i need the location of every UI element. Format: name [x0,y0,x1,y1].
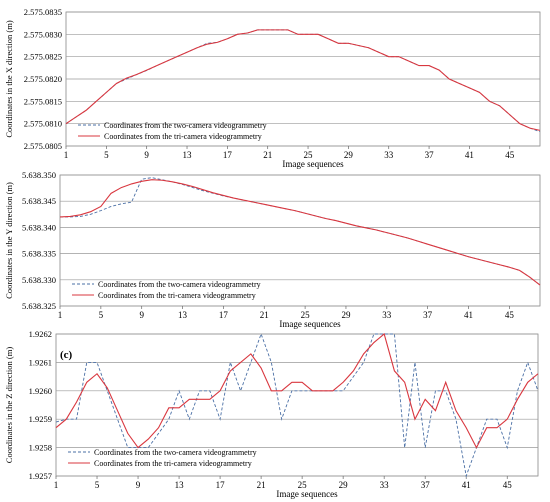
x-tick-label: 1 [58,310,63,320]
x-tick-label: 41 [464,310,473,320]
y-tick-label: 1.9258 [29,443,52,453]
x-tick-label: 45 [505,150,515,160]
panel-label: (c) [60,349,73,361]
x-tick-label: 29 [341,310,351,320]
y-tick-label: 5.638.330 [22,275,56,285]
x-tick-label: 21 [263,150,272,160]
x-tick-label: 45 [503,480,513,490]
y-tick-label: 5.638.325 [22,301,56,311]
y-axis-label: Coordinates in the Y direction (m) [4,182,14,299]
x-axis-label: Image sequences [276,489,338,499]
x-tick-label: 25 [304,150,314,160]
legend-label: Coordinates from the two-camera videogra… [104,121,267,130]
y-tick-label: 1.9260 [29,386,52,396]
x-tick-label: 9 [144,150,149,160]
x-tick-label: 1 [54,480,59,490]
y-tick-label: 2.575.0825 [24,52,62,62]
x-axis-label: Image sequences [282,159,344,169]
series-line-tri-camera [59,179,541,286]
y-tick-label: 2.575.0835 [24,7,62,17]
x-tick-label: 33 [380,480,390,490]
chart-panel-2: 5.638.325 5.638.330 5.638.335 5.638.340 5.63… [4,170,541,329]
x-axis-label: Image sequences [279,319,341,329]
x-tick-label: 37 [423,310,433,320]
x-tick-label: 37 [425,150,435,160]
legend-label: Coordinates from the tri-camera videogra… [94,459,252,468]
x-tick-label: 29 [344,150,354,160]
x-tick-label: 9 [136,480,141,490]
series-line-two-camera [65,29,541,133]
y-axis-label: Coordinates in the X direction (m) [4,20,14,137]
x-tick-label: 5 [95,480,100,490]
series-line-tri-camera [65,29,541,131]
y-tick-label: 5.638.340 [22,222,56,232]
x-tick-label: 41 [465,150,474,160]
x-tick-label: 21 [257,480,266,490]
y-tick-label: 1.9261 [29,357,52,367]
x-tick-label: 21 [260,310,269,320]
y-axis-label: Coordinates in the Z direction (m) [4,347,14,464]
y-tick-label: 5.638.345 [22,196,56,206]
y-tick-label: 2.575.0820 [24,74,62,84]
x-tick-label: 5 [104,150,109,160]
x-tick-label: 33 [384,150,394,160]
y-tick-label: 2.575.0810 [24,119,62,129]
x-tick-label: 45 [505,310,515,320]
x-tick-label: 1 [64,150,69,160]
chart-panel-1: 2.575.0805 2.575.0810 2.575.0815 2.575.0820… [4,7,541,169]
y-tick-label: 1.9257 [29,471,52,481]
series-line-two-camera [55,332,539,478]
x-tick-label: 9 [139,310,144,320]
legend-label: Coordinates from the tri-camera videogra… [98,291,256,300]
chart-panel-3: 1.9257 1.9258 1.9259 1.9260 1.9261 1.9262 1 5 9 1… [4,329,539,499]
legend-label: Coordinates from the tri-camera videogra… [104,132,262,141]
x-tick-label: 17 [223,150,233,160]
legend-label: Coordinates from the two-camera videogra… [94,448,257,457]
y-tick-label: 2.575.0815 [24,96,62,106]
x-tick-label: 25 [298,480,308,490]
y-tick-label: 5.638.335 [22,249,56,259]
x-tick-label: 13 [183,150,193,160]
y-tick-label: 1.9259 [29,414,52,424]
x-tick-label: 33 [382,310,392,320]
x-tick-label: 5 [99,310,104,320]
x-tick-label: 41 [462,480,471,490]
series-line-tri-camera [55,333,539,449]
y-tick-label: 2.575.0805 [24,141,62,151]
series-line-two-camera [60,177,541,286]
x-tick-label: 25 [301,310,311,320]
x-tick-label: 17 [219,310,229,320]
x-tick-label: 37 [421,480,431,490]
x-tick-label: 13 [175,480,185,490]
x-tick-label: 17 [216,480,226,490]
y-tick-label: 5.638.350 [22,170,56,180]
y-tick-label: 2.575.0830 [24,29,62,39]
x-tick-label: 29 [339,480,349,490]
x-tick-label: 13 [178,310,188,320]
y-tick-label: 1.9262 [29,329,52,339]
legend-label: Coordinates from the two-camera videogra… [98,280,261,289]
